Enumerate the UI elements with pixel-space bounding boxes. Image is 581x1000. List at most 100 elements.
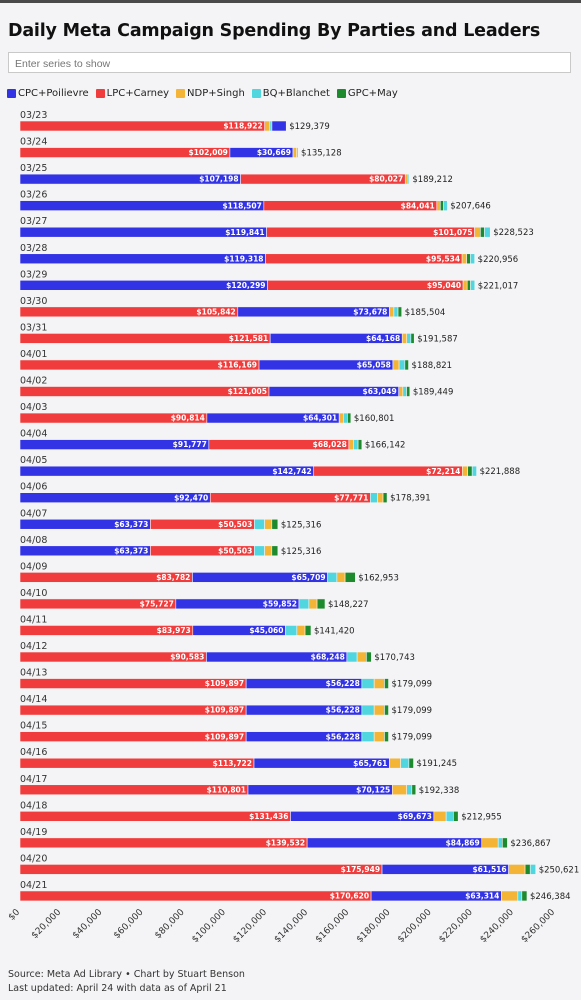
bar-segment: [406, 386, 411, 397]
bar-segment: [439, 200, 444, 211]
bar-segment: [453, 810, 459, 822]
bar-row: 03/30 $105,842 $73,678 $185,504: [19, 296, 445, 318]
segment-value-label: $107,198: [199, 175, 238, 184]
bar-segment: [264, 518, 273, 530]
bar-segment: [466, 253, 471, 265]
bar-row: 04/15 $109,897 $56,228 $179,099: [19, 721, 432, 743]
segment-value-label: $77,771: [334, 493, 368, 502]
legend-label: LPC+Carney: [106, 87, 170, 99]
legend-swatch: [336, 88, 346, 98]
bar-segment: [285, 625, 298, 636]
row-total-label: $125,316: [281, 520, 322, 530]
bar-segment: [308, 598, 318, 610]
bar-segment: [389, 306, 395, 318]
bar-row: 04/19 $139,532 $84,869 $236,867: [19, 827, 551, 849]
bar-segment: [470, 253, 475, 265]
bar-segment: [296, 625, 306, 636]
bar-segment: [404, 173, 409, 185]
segment-value-label: $72,214: [426, 467, 460, 476]
bar-segment: [347, 412, 352, 424]
bar-row: 04/09 $83,782 $65,709 $162,953: [19, 561, 399, 583]
segment-value-label: $91,777: [173, 440, 207, 449]
bar-segment: [271, 545, 279, 557]
date-label: 04/18: [20, 800, 47, 811]
row-total-label: $160,801: [354, 414, 395, 424]
bar-segment: [269, 120, 273, 132]
bar-row: 04/02 $121,005 $63,049 $189,449: [19, 376, 454, 398]
row-total-label: $189,449: [413, 388, 454, 398]
bar-segment: [373, 704, 385, 716]
x-tick-label: $100,000: [190, 907, 228, 945]
bar-segment: [296, 147, 299, 158]
bar-segment: [382, 492, 388, 504]
row-total-label: $192,338: [419, 786, 460, 796]
bar-segment: [370, 492, 378, 504]
row-total-label: $162,953: [358, 573, 399, 583]
bar-segment: [327, 572, 338, 583]
bar-segment: [502, 837, 508, 849]
bar-segment: [517, 890, 523, 902]
segment-value-label: $116,169: [218, 361, 257, 370]
date-label: 03/30: [20, 296, 47, 307]
row-total-label: $125,316: [281, 547, 322, 557]
bar-segment: [346, 651, 358, 663]
bar-segment: [433, 810, 447, 822]
bar-segment: [366, 651, 372, 663]
bar-segment: [404, 359, 409, 371]
bar-row: 04/06 $92,470 $77,771 $178,391: [19, 482, 431, 504]
bar-segment: [406, 784, 413, 796]
legend-item[interactable]: CPC+Poilievre: [7, 88, 89, 99]
legend-item[interactable]: BQ+Blanchet: [251, 88, 330, 99]
bar-segment: [524, 864, 531, 875]
x-tick-label: $220,000: [437, 907, 475, 945]
bar-segment: [462, 280, 468, 291]
bar-segment: [292, 147, 298, 158]
bar-segment: [443, 200, 448, 211]
row-total-label: $191,245: [417, 759, 458, 769]
bar-segment: [357, 439, 363, 450]
bar-segment: [508, 864, 526, 875]
bar-segment: [19, 837, 308, 849]
date-label: 04/21: [20, 880, 47, 891]
bar-row: 04/08 $63,373 $50,503 $125,316: [19, 535, 322, 557]
date-label: 04/17: [20, 774, 47, 785]
segment-value-label: $175,949: [341, 865, 380, 874]
legend-item[interactable]: GPC+May: [336, 88, 398, 99]
segment-value-label: $95,534: [426, 254, 460, 263]
x-tick-label: $180,000: [355, 907, 393, 945]
legend-item[interactable]: LPC+Carney: [95, 87, 170, 99]
bar-row: 03/31 $121,581 $64,168 $191,587: [19, 322, 458, 344]
segment-value-label: $118,922: [223, 122, 262, 131]
bar-segment: [445, 810, 454, 822]
legend-item[interactable]: NDP+Singh: [176, 88, 245, 99]
bar-segment: [401, 333, 408, 344]
segment-value-label: $95,040: [427, 281, 461, 290]
segment-value-label: $105,842: [196, 307, 235, 316]
segment-value-label: $65,761: [353, 759, 387, 768]
bar-segment: [407, 173, 410, 185]
row-total-label: $212,955: [461, 812, 502, 822]
bar-segment: [398, 359, 406, 371]
legend-swatch: [95, 88, 105, 98]
segment-value-label: $139,532: [266, 838, 305, 847]
bar-segment: [19, 864, 383, 875]
bar-segment: [393, 306, 399, 318]
bar-segment: [411, 784, 417, 796]
series-search-input[interactable]: [8, 52, 571, 73]
segment-value-label: $101,075: [433, 228, 472, 237]
bar-segment: [384, 678, 389, 689]
bar-segment: [271, 120, 287, 132]
legend-label: CPC+Poilievre: [18, 87, 89, 99]
segment-value-label: $120,299: [226, 281, 265, 290]
row-total-label: $191,587: [417, 334, 458, 344]
bar-row: 03/29 $120,299 $95,040 $221,017: [19, 269, 518, 291]
segment-value-label: $56,228: [326, 732, 360, 741]
segment-value-label: $90,814: [171, 414, 205, 423]
row-total-label: $179,099: [392, 706, 433, 716]
bar-row: 03/24 $102,009 $30,669 $135,128: [19, 137, 342, 159]
row-total-label: $129,379: [289, 122, 330, 132]
date-label: 03/28: [20, 243, 47, 254]
bar-segment: [436, 200, 441, 211]
bar-row: 04/05 $142,742 $72,214 $221,888: [19, 455, 520, 477]
bar-segment: [373, 731, 385, 742]
